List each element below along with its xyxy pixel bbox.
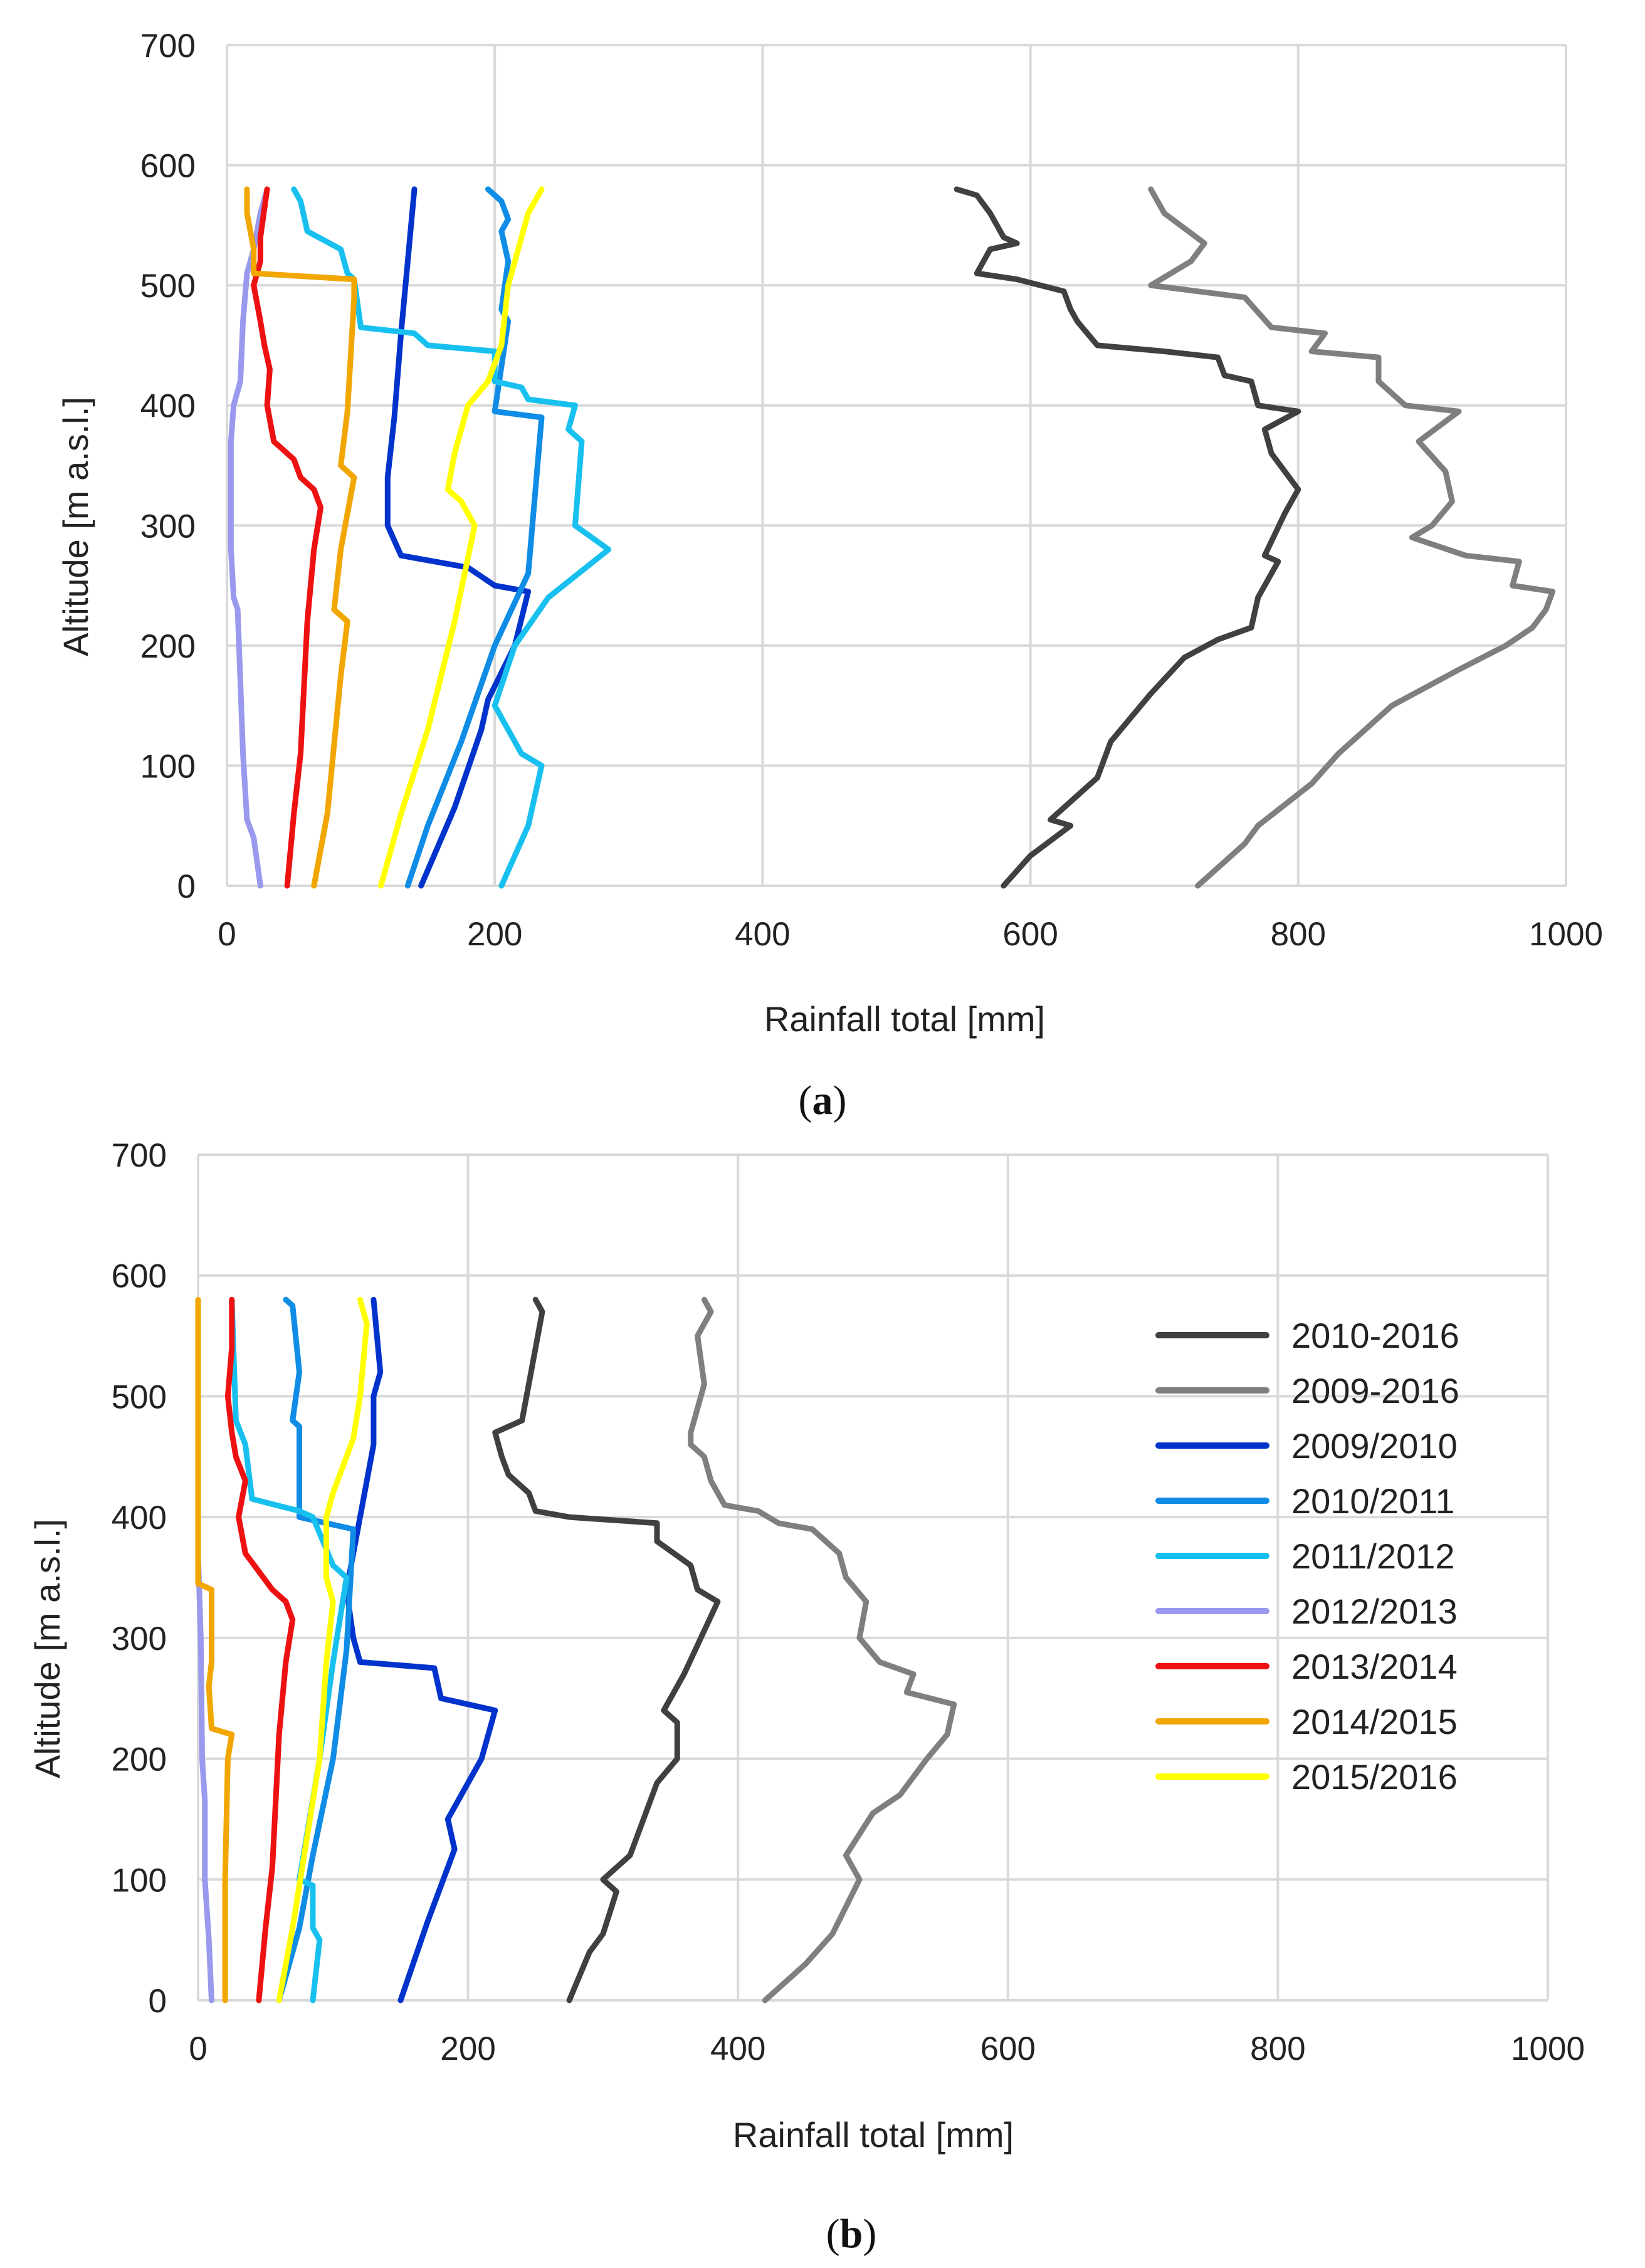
x-tick-label: 800 (1250, 2030, 1305, 2067)
y-tick-label: 500 (112, 1378, 167, 1415)
x-tick-label: 600 (980, 2030, 1036, 2067)
panel-b-series (195, 1296, 957, 2003)
panel-b-xlabel: Rainfall total [mm] (733, 2115, 1014, 2155)
y-tick-label: 0 (177, 868, 196, 905)
y-tick-label: 600 (112, 1258, 167, 1295)
panel-a-ticks: 0 200 400 600 800 1000 0 100 200 300 400 500 600 700 (140, 28, 1603, 953)
legend-item: 2011/2012 (1155, 1536, 1455, 1576)
legend-label: 2015/2016 (1291, 1757, 1458, 1797)
x-tick-label: 400 (735, 916, 790, 953)
series-line-2009-2016 (688, 1296, 957, 2003)
legend-item: 2010/2011 (1155, 1481, 1455, 1521)
x-tick-label: 600 (1002, 916, 1058, 953)
panel-a-label: (a) (799, 1078, 847, 1123)
legend-label: 2011/2012 (1291, 1536, 1455, 1576)
x-tick-label: 1000 (1529, 916, 1603, 953)
legend-item: 2009-2016 (1155, 1371, 1459, 1410)
y-tick-label: 200 (112, 1741, 167, 1778)
series-line-2009/2010 (344, 1296, 498, 2003)
y-tick-label: 300 (140, 508, 196, 545)
series-line-2009-2016 (1148, 186, 1556, 889)
x-tick-label: 0 (189, 2030, 207, 2067)
legend-item: 2013/2014 (1155, 1647, 1458, 1686)
panel-b-gridlines (197, 1153, 1549, 2002)
panel-b-ylabel: Altitude [m a.s.l.] (28, 1519, 67, 1778)
y-tick-label: 400 (140, 388, 196, 425)
legend-item: 2012/2013 (1155, 1592, 1458, 1631)
series-line-2010-2016 (954, 186, 1301, 889)
legend-item: 2009/2010 (1155, 1426, 1458, 1466)
x-tick-label: 1000 (1511, 2030, 1585, 2067)
series-line-2010-2016 (492, 1296, 721, 2003)
series-line-2010/2011 (404, 186, 545, 889)
y-tick-label: 200 (140, 628, 196, 665)
series-line-2015/2016 (378, 186, 545, 889)
legend-label: 2014/2015 (1291, 1702, 1458, 1741)
y-tick-label: 0 (149, 1983, 167, 2020)
series-line-2014/2015 (195, 1296, 235, 2003)
x-tick-label: 0 (218, 916, 236, 953)
panel-b-chart: 0 200 400 600 800 10000100200300400500600700 … (28, 1137, 1585, 2257)
y-tick-label: 500 (140, 268, 196, 305)
y-tick-label: 700 (140, 28, 196, 65)
y-tick-label: 300 (112, 1620, 167, 1657)
legend-label: 2010/2011 (1291, 1481, 1455, 1521)
panel-a-chart: 0 200 400 600 800 10000100200300400500600700 … (56, 28, 1603, 1123)
x-tick-label: 200 (440, 2030, 495, 2067)
panel-a-gridlines (226, 44, 1567, 887)
y-tick-label: 700 (112, 1137, 167, 1174)
legend-label: 2010-2016 (1291, 1316, 1459, 1355)
series-line-2015/2016 (276, 1296, 370, 2003)
legend-item: 2015/2016 (1155, 1757, 1458, 1797)
panel-a-series (228, 186, 1556, 889)
series-line-2014/2015 (244, 186, 357, 889)
panel-b-legend: 2010-2016 2009-2016 2009/2010 2010/2011 2011… (1155, 1316, 1459, 1797)
x-tick-label: 400 (710, 2030, 765, 2067)
x-tick-label: 200 (467, 916, 522, 953)
series-line-2011/2012 (229, 1296, 350, 2003)
series-line-2013/2014 (224, 1296, 296, 2003)
series-line-2011/2012 (291, 186, 612, 889)
legend-item: 2014/2015 (1155, 1702, 1458, 1741)
legend-label: 2012/2013 (1291, 1592, 1458, 1631)
series-line-2013/2014 (251, 186, 323, 889)
y-tick-label: 100 (112, 1862, 167, 1899)
legend-label: 2009/2010 (1291, 1426, 1458, 1466)
legend-item: 2010-2016 (1155, 1316, 1459, 1355)
panel-a-xlabel: Rainfall total [mm] (764, 999, 1045, 1039)
panel-a-ylabel: Altitude [m a.s.l.] (56, 397, 95, 656)
x-tick-label: 800 (1271, 916, 1326, 953)
series-line-2012/2013 (228, 186, 270, 889)
y-tick-label: 400 (112, 1499, 167, 1536)
legend-label: 2009-2016 (1291, 1371, 1459, 1410)
y-tick-label: 600 (140, 148, 196, 185)
series-line-2012/2013 (195, 1550, 214, 2003)
panel-b-label: (b) (826, 2211, 877, 2257)
panel-b-ticks: 0 200 400 600 800 1000 0 100 200 300 400 500 600 700 (112, 1137, 1585, 2067)
legend-label: 2013/2014 (1291, 1647, 1458, 1686)
y-tick-label: 100 (140, 748, 196, 785)
